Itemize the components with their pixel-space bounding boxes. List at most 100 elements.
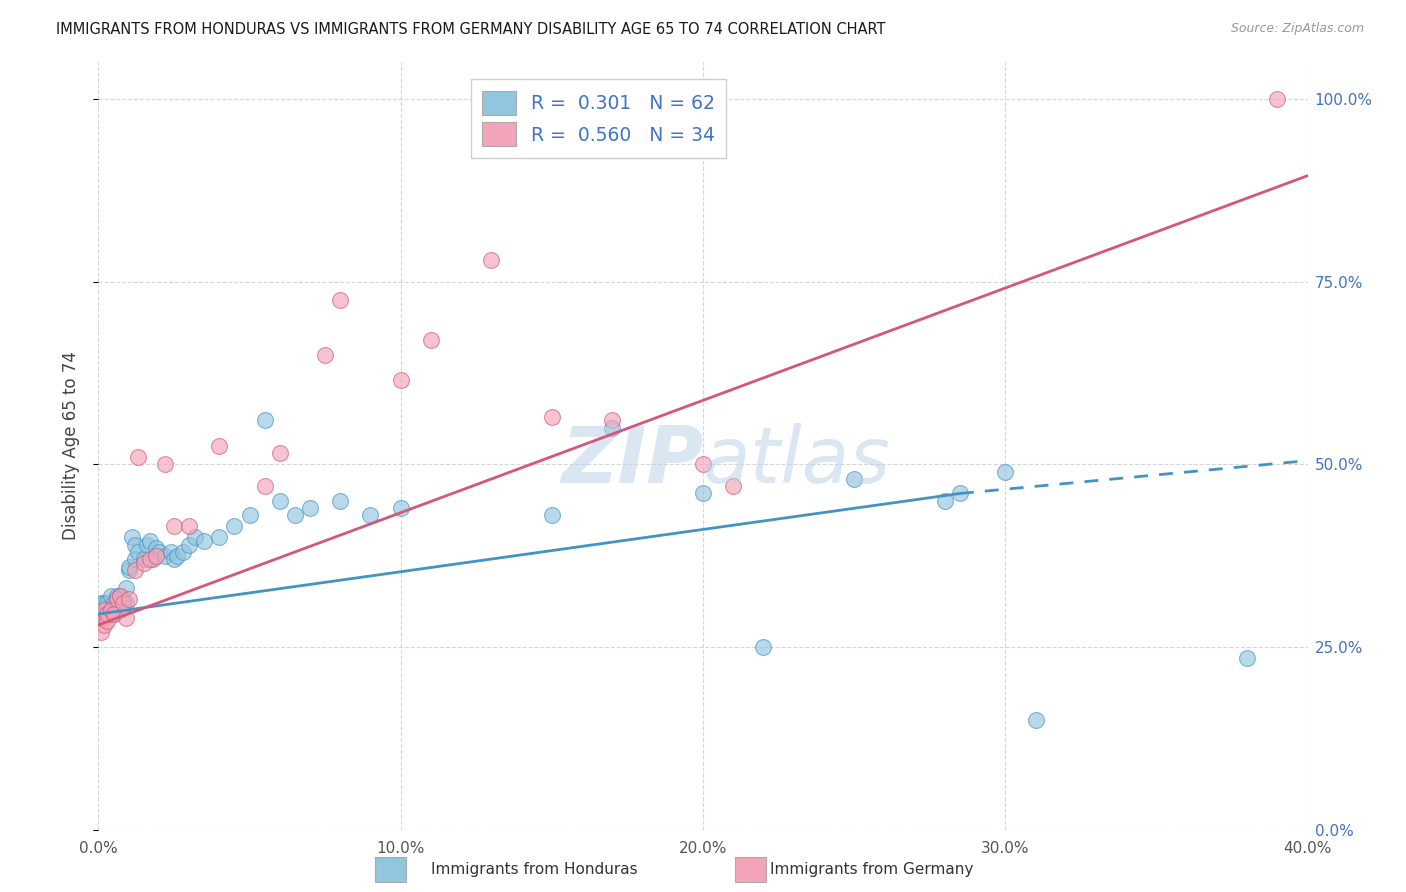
Point [114,596,136,610]
Y-axis label: Disability Age 65 to 74: Disability Age 65 to 74 [62,351,80,541]
Point [1024,713,1046,727]
Point [163,552,186,566]
Point [132,556,155,570]
Point [93,603,115,617]
Point [329,493,352,508]
Point [93,596,115,610]
Point [145,549,167,563]
Point [239,508,262,523]
Point [118,559,141,574]
Point [90,625,112,640]
Point [389,501,412,516]
Point [103,607,125,621]
Point [127,545,149,559]
Point [160,545,183,559]
Point [949,486,972,500]
Text: atlas: atlas [703,424,891,500]
Point [540,508,562,523]
Point [1267,92,1289,106]
Point [124,538,146,552]
Point [269,493,291,508]
Point [124,552,146,566]
Point [90,610,112,624]
Point [184,530,207,544]
Point [114,582,136,596]
Point [602,413,624,427]
Point [692,457,714,471]
Point [139,552,162,566]
Point [100,603,122,617]
Point [96,599,118,614]
Point [111,592,134,607]
Text: IMMIGRANTS FROM HONDURAS VS IMMIGRANTS FROM GERMANY DISABILITY AGE 65 TO 74 CORR: IMMIGRANTS FROM HONDURAS VS IMMIGRANTS F… [56,22,886,37]
Text: Immigrants from Germany: Immigrants from Germany [770,863,973,877]
Point [602,421,624,435]
Point [153,549,176,563]
Point [100,603,122,617]
Point [360,508,382,523]
Point [111,599,134,614]
Point [108,603,131,617]
Point [481,252,503,267]
Point [172,545,194,559]
Point [224,519,246,533]
Legend: R =  0.301   N = 62, R =  0.560   N = 34: R = 0.301 N = 62, R = 0.560 N = 34 [471,79,725,158]
Point [299,501,322,516]
Point [1236,651,1258,665]
Point [253,479,276,493]
Point [540,409,562,424]
Point [124,563,146,577]
Point [96,596,118,610]
Point [994,465,1017,479]
Point [166,549,188,563]
Point [121,530,143,544]
Point [179,519,201,533]
Point [108,589,131,603]
Point [420,333,443,347]
Point [100,607,122,621]
Point [105,603,128,617]
Point [90,603,112,617]
Point [692,486,714,500]
Point [108,589,131,603]
Point [100,589,122,603]
Point [193,533,215,548]
Point [723,479,745,493]
Point [93,603,115,617]
Point [105,592,128,607]
Point [208,439,231,453]
Point [96,607,118,621]
Text: Immigrants from Honduras: Immigrants from Honduras [432,863,637,877]
Point [208,530,231,544]
Point [118,563,141,577]
Text: Source: ZipAtlas.com: Source: ZipAtlas.com [1230,22,1364,36]
Point [103,596,125,610]
Point [103,607,125,621]
Point [118,592,141,607]
Point [135,538,157,552]
Point [96,615,118,629]
Point [93,610,115,624]
Point [132,552,155,566]
Point [127,450,149,464]
Point [329,293,352,307]
Point [105,589,128,603]
Point [145,541,167,556]
Point [105,596,128,610]
Point [114,610,136,624]
Point [389,373,412,387]
Point [314,348,336,362]
Point [148,545,170,559]
Point [752,640,775,654]
Point [844,472,866,486]
Point [253,413,276,427]
Point [96,607,118,621]
Text: ZIP: ZIP [561,424,703,500]
Point [269,446,291,460]
Point [284,508,307,523]
Point [163,519,186,533]
Point [934,493,956,508]
Point [139,533,162,548]
Point [90,596,112,610]
Point [111,596,134,610]
